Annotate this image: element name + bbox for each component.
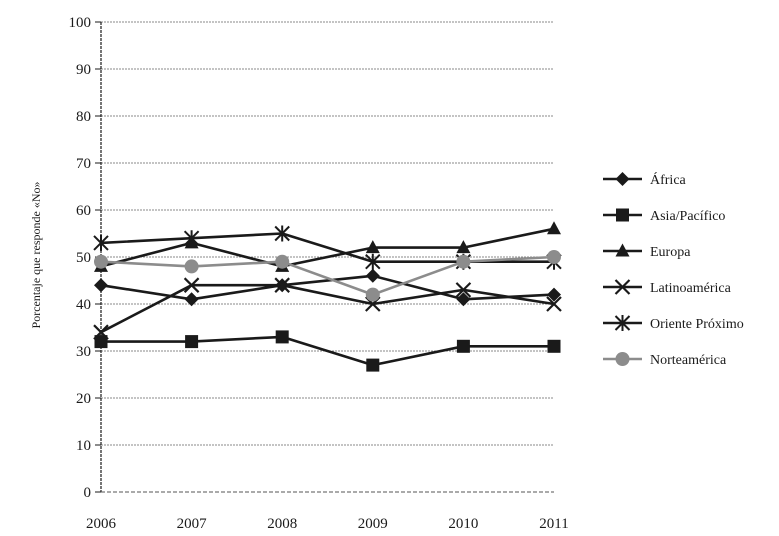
legend-label: Oriente Próximo: [650, 317, 744, 332]
y-tick-label: 20: [76, 391, 91, 407]
series-line: [100, 255, 555, 296]
series-triangle: [94, 221, 561, 272]
data-point-x: [93, 324, 109, 340]
data-point-square: [366, 358, 380, 372]
data-point-triangle: [615, 243, 630, 257]
data-point-x: [183, 277, 200, 293]
data-point-circle: [94, 254, 108, 269]
gridlines: [95, 21, 554, 493]
data-point-star: [183, 230, 200, 247]
x-tick-label: 2008: [267, 516, 297, 532]
y-tick-label: 40: [76, 297, 91, 313]
data-point-diamond: [184, 292, 199, 307]
y-tick-label: 90: [76, 62, 91, 78]
data-point-square: [456, 339, 470, 353]
legend-item: Asia/Pacífico: [603, 208, 725, 224]
data-point-triangle: [365, 240, 380, 254]
legend-label: Asia/Pacífico: [650, 209, 725, 224]
data-point-star: [614, 315, 631, 331]
data-point-star: [365, 253, 381, 270]
legend-item: Norteamérica: [603, 352, 727, 368]
y-tick-label: 60: [76, 203, 91, 219]
legend-item: Europa: [603, 243, 691, 260]
series-square: [94, 330, 561, 372]
legend-item: Latinoamérica: [603, 279, 732, 296]
x-tick-label: 2006: [86, 516, 117, 532]
data-point-square: [616, 208, 629, 222]
data-point-star: [93, 234, 109, 251]
data-point-diamond: [94, 278, 108, 293]
legend-item: Oriente Próximo: [603, 315, 744, 332]
y-tick-labels: 0 10 20 30 40 50 60 70 80 90 100: [69, 15, 92, 501]
data-point-circle: [615, 352, 630, 366]
data-point-x: [274, 277, 290, 293]
data-point-x: [614, 279, 631, 295]
data-point-triangle: [456, 240, 471, 254]
data-point-circle: [184, 259, 199, 274]
legend-label: Latinoamérica: [650, 281, 732, 296]
series-circle: [94, 250, 561, 302]
y-tick-label: 0: [84, 485, 92, 501]
data-point-square: [275, 330, 289, 344]
series-x: [93, 277, 562, 340]
legend-label: Norteamérica: [650, 353, 727, 368]
series-line: [100, 227, 555, 268]
y-tick-label: 70: [76, 156, 91, 172]
x-tick-labels: 2006 2007 2008 2009 2010 2011: [86, 516, 569, 532]
series-star: [93, 225, 562, 270]
y-tick-label: 10: [76, 438, 91, 454]
y-tick-label: 50: [76, 250, 91, 266]
data-point-circle: [456, 254, 471, 269]
series-line: [100, 283, 555, 334]
y-tick-label: 30: [76, 344, 91, 360]
series-line: [101, 335, 554, 367]
data-point-diamond: [547, 287, 561, 302]
data-point-diamond: [365, 268, 380, 283]
legend-label: Europa: [650, 245, 691, 260]
x-tick-label: 2011: [539, 516, 568, 532]
data-point-diamond: [615, 172, 630, 186]
series-line: [100, 274, 555, 301]
data-point-star: [274, 225, 290, 242]
x-tick-label: 2009: [358, 516, 388, 532]
data-point-circle: [365, 287, 380, 302]
x-tick-label: 2010: [448, 516, 478, 532]
legend-label: África: [650, 171, 687, 188]
data-point-square: [185, 335, 199, 349]
data-point-diamond: [456, 292, 471, 307]
data-point-triangle: [547, 221, 561, 235]
data-point-circle: [275, 254, 290, 269]
data-point-x: [455, 282, 472, 298]
y-tick-label: 80: [76, 109, 91, 125]
y-axis-title: Porcentaje que responde «No»: [29, 182, 43, 329]
legend: África Asia/Pacífico Europa Latinoamérica Or…: [603, 171, 744, 368]
data-point-circle: [547, 250, 561, 264]
data-point-square: [94, 335, 108, 349]
legend-item: África: [603, 171, 687, 188]
data-point-square: [547, 339, 561, 353]
x-tick-label: 2007: [177, 516, 208, 532]
series-group: [93, 221, 562, 372]
y-tick-label: 100: [69, 15, 92, 31]
data-point-x: [546, 296, 562, 312]
